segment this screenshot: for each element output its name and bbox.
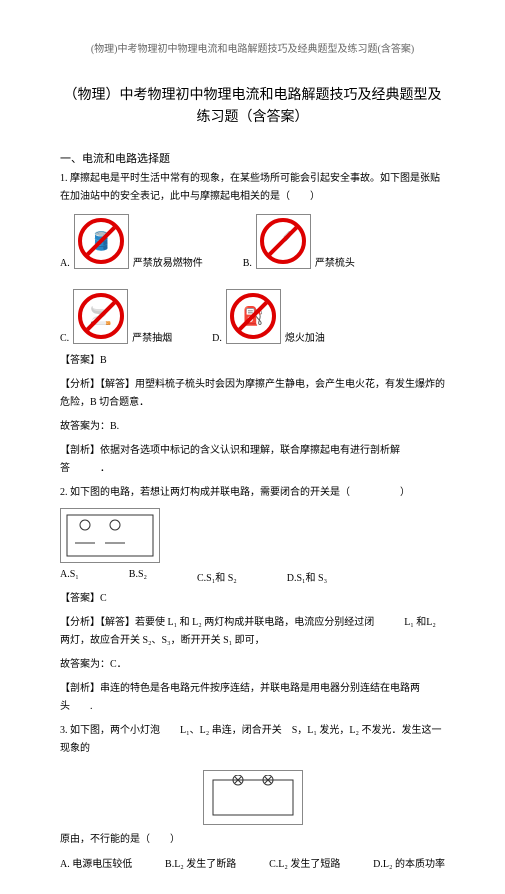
sign-b: 🖊️ [256, 214, 311, 269]
q2-analysis2: 故答案为：C． [60, 656, 445, 674]
q1-analysis2: 故答案为：B. [60, 418, 445, 436]
q3-text: 3. 如下图，两个小灯泡 L₁、L₂ 串连，闭合开关 S，L₁ 发光，L₂ 不发… [60, 722, 445, 758]
q1-optD: D. ⛽ 熄火加油 [212, 289, 325, 344]
circuit2-icon [208, 775, 298, 820]
optD-caption: 熄火加油 [285, 329, 325, 344]
q2-text: 2. 如下图的电路，若想让两灯构成并联电路，需要闭合的开关是（ ） [60, 484, 445, 502]
page-title: （物理）中考物理初中物理电流和电路解题技巧及经典题型及练习题（含答案） [60, 85, 445, 130]
q2-optC: C.S₁和 S₂ [197, 569, 237, 584]
q3-reason: 原由，不行能的是（ ） [60, 831, 445, 849]
optA-caption: 严禁放易燃物件 [133, 254, 203, 269]
q3-optD: D.L₂ 的本质功率 [373, 855, 445, 870]
q3-optA: A. 电源电压较低 [60, 855, 132, 870]
q2-opts: A.S₁ B.S₂ C.S₁和 S₂ D.S₁和 S₃ [60, 569, 445, 584]
q2-optD: D.S₁和 S₃ [287, 569, 327, 584]
sign-d: ⛽ [226, 289, 281, 344]
q1-options: A. 🛢️ 严禁放易燃物件 B. 🖊️ 严禁梳头 C. 🚬 严禁抽烟 D. ⛽ … [60, 214, 445, 344]
q2-optB: B.S₂ [129, 569, 147, 584]
optB-caption: 严禁梳头 [315, 254, 355, 269]
optB-label: B. [243, 258, 252, 269]
q3-circuit-diagram [203, 770, 303, 825]
page-header: (物理)中考物理初中物理电流和电路解题技巧及经典题型及练习题(含答案) [60, 40, 445, 55]
q2-answer: 【答案】C [60, 590, 445, 608]
q3-optC: C.L₂ 发生了短路 [269, 855, 340, 870]
sign-a: 🛢️ [74, 214, 129, 269]
q3-optB: B.L₂ 发生了断路 [165, 855, 236, 870]
sign-c: 🚬 [73, 289, 128, 344]
q1-analysis3: 【剖析】依据对各选项中标记的含义认识和理解，联合摩擦起电有进行剖析解答 ． [60, 442, 445, 478]
optA-label: A. [60, 258, 70, 269]
q3-opts: A. 电源电压较低 B.L₂ 发生了断路 C.L₂ 发生了短路 D.L₂ 的本质… [60, 855, 445, 870]
q1-analysis: 【分析】【解答】用塑料梳子梳头时会因为摩擦产生静电，会产生电火花，有发生爆炸的危… [60, 376, 445, 412]
q1-answer: 【答案】B [60, 352, 445, 370]
q2-analysis3: 【剖析】串连的特色是各电路元件按序连结，并联电路是用电器分别连结在电路两头 . [60, 680, 445, 716]
optC-label: C. [60, 333, 69, 344]
optC-caption: 严禁抽烟 [132, 329, 172, 344]
q1-text: 1. 摩擦起电是平时生活中常有的现象，在某些场所可能会引起安全事故。如下图是张贴… [60, 170, 445, 206]
q2-analysis: 【分析】【解答】若要使 L₁ 和 L₂ 两灯构成并联电路，电流应分别经过闭 L₁… [60, 614, 445, 650]
circuit-icon [65, 513, 155, 558]
q1-optB: B. 🖊️ 严禁梳头 [243, 214, 355, 269]
q1-optA: A. 🛢️ 严禁放易燃物件 [60, 214, 203, 269]
q2-circuit-diagram [60, 508, 160, 563]
section-heading: 一、电流和电路选择题 [60, 150, 445, 166]
optD-label: D. [212, 333, 222, 344]
q1-optC: C. 🚬 严禁抽烟 [60, 289, 172, 344]
q2-optA: A.S₁ [60, 569, 79, 584]
